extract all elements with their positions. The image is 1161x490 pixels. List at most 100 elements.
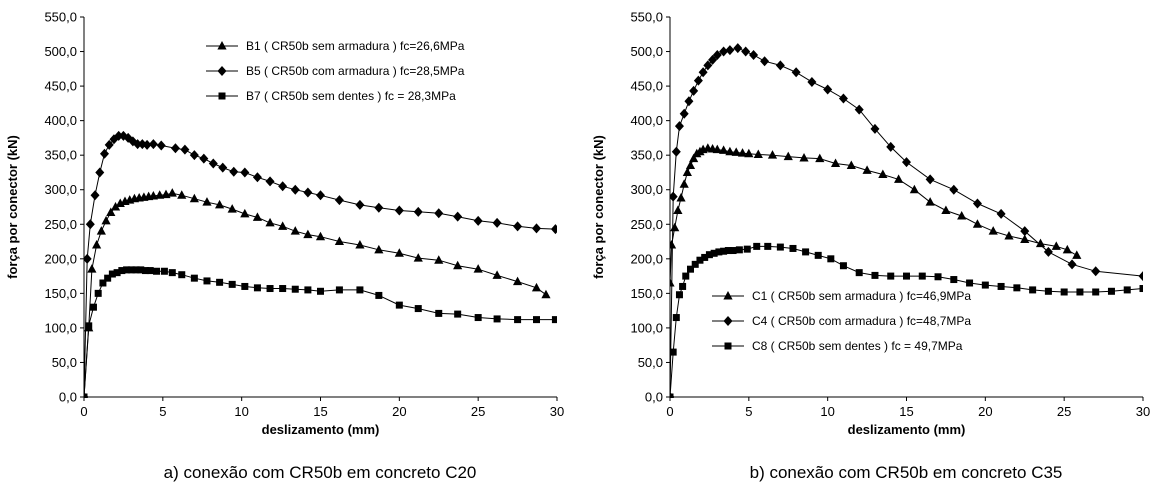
data-point — [807, 76, 817, 87]
data-point — [710, 249, 718, 257]
data-point — [1035, 238, 1046, 248]
data-point — [146, 267, 154, 275]
data-point — [720, 247, 728, 255]
data-point — [94, 289, 102, 297]
data-point — [304, 286, 312, 294]
data-point — [132, 266, 140, 274]
chart-panel-a: 0,0 50,0 100,0 150,0 200,0 250,0 300,0 350,0 400… — [5, 10, 564, 483]
data-point — [279, 285, 287, 293]
data-point — [278, 221, 288, 230]
data-point — [110, 202, 121, 211]
data-point — [925, 174, 935, 185]
data-point — [104, 274, 112, 282]
data-point — [689, 85, 699, 96]
data-point — [118, 267, 126, 275]
y-tick-label: 550,0 — [44, 10, 77, 25]
data-point — [862, 165, 872, 174]
data-point — [214, 199, 225, 209]
x-tick-label: 0 — [80, 404, 87, 419]
data-point — [1091, 266, 1101, 277]
data-point — [208, 158, 218, 169]
x-tick-label: 20 — [978, 404, 992, 419]
data-point — [95, 167, 105, 178]
data-point — [1020, 226, 1030, 237]
data-point — [839, 262, 847, 270]
legend-entry: C4 ( CR50b com armadura ) fc=48,7MPa — [752, 314, 971, 328]
data-point — [123, 266, 131, 274]
x-tick-label: 15 — [313, 404, 327, 419]
legend-marker — [217, 66, 227, 76]
y-tick-label: 250,0 — [630, 217, 663, 232]
data-point — [114, 130, 124, 141]
data-point — [240, 167, 250, 178]
series-layer — [670, 43, 1143, 398]
chart-caption: a) conexão com CR50b em concreto C20 — [164, 463, 477, 482]
data-point — [1092, 288, 1100, 296]
data-point — [189, 193, 199, 203]
x-tick-label: 25 — [471, 404, 485, 419]
data-point — [870, 123, 880, 134]
data-point — [99, 148, 109, 159]
x-tick-label: 25 — [1057, 404, 1071, 419]
data-point — [689, 153, 699, 163]
y-tick-label: 400,0 — [630, 113, 663, 128]
data-point — [156, 140, 166, 151]
legend-marker — [723, 316, 733, 326]
data-point — [741, 46, 751, 57]
data-point — [227, 204, 237, 213]
data-point — [966, 279, 974, 287]
x-tick-label: 20 — [392, 404, 406, 419]
data-point — [705, 251, 713, 259]
legend-entry: B1 ( CR50b sem armadura ) fc=26,6MPa — [246, 39, 465, 53]
y-tick-label: 500,0 — [630, 44, 663, 59]
data-point — [85, 322, 93, 330]
data-point — [316, 190, 325, 201]
data-point — [531, 282, 542, 292]
y-tick-label: 50,0 — [52, 355, 77, 370]
data-point — [265, 176, 275, 187]
data-point — [434, 208, 444, 219]
data-point — [533, 316, 541, 324]
data-point — [106, 207, 116, 217]
data-point — [802, 248, 810, 256]
data-point — [775, 60, 785, 71]
data-point — [696, 256, 704, 264]
data-point — [701, 253, 709, 261]
data-point — [799, 152, 809, 162]
data-point — [715, 248, 723, 256]
data-point — [997, 282, 1005, 290]
data-point — [854, 104, 864, 115]
data-point — [291, 285, 299, 293]
data-point — [708, 54, 718, 65]
data-point — [753, 242, 761, 250]
data-point — [1004, 231, 1014, 240]
data-point — [101, 215, 111, 225]
data-point — [1051, 241, 1061, 250]
data-point — [168, 269, 176, 277]
data-point — [670, 222, 680, 232]
data-point — [315, 231, 326, 241]
data-point — [90, 190, 100, 201]
data-point — [676, 193, 686, 202]
y-axis-label: força por conector (kN) — [5, 135, 20, 279]
data-point — [89, 303, 97, 311]
data-point — [317, 287, 324, 295]
y-tick-label: 400,0 — [44, 113, 77, 128]
data-point — [731, 147, 741, 156]
data-point — [474, 314, 482, 322]
data-point — [925, 197, 935, 206]
data-point — [712, 50, 722, 60]
data-point — [1072, 250, 1082, 259]
data-point — [894, 174, 904, 183]
data-point — [903, 272, 910, 280]
data-point — [691, 260, 699, 268]
data-point — [241, 282, 249, 290]
x-tick-label: 10 — [820, 404, 834, 419]
data-point — [670, 393, 674, 398]
data-point — [155, 190, 165, 199]
data-point — [335, 286, 343, 294]
data-point — [218, 162, 228, 173]
data-point — [160, 267, 168, 275]
data-point — [941, 205, 951, 214]
y-tick-label: 250,0 — [44, 217, 77, 232]
